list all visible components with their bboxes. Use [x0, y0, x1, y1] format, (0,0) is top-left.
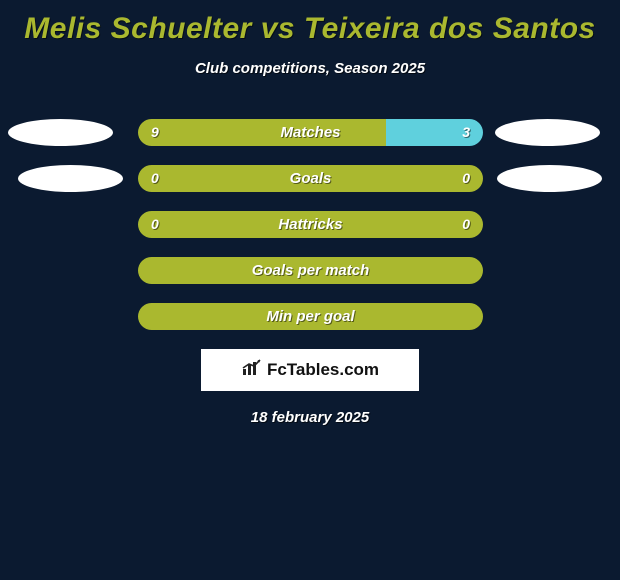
value-right: 0	[462, 165, 470, 192]
comparison-rows: 93Matches00Goals00HattricksGoals per mat…	[0, 119, 620, 330]
date-text: 18 february 2025	[0, 409, 620, 426]
logo-box: FcTables.com	[201, 349, 419, 391]
comparison-row: Goals per match	[0, 257, 620, 284]
logo-text: FcTables.com	[267, 360, 379, 380]
bar-track: Min per goal	[138, 303, 483, 330]
bar-track: 00Goals	[138, 165, 483, 192]
player-oval-left	[18, 165, 123, 192]
page-title: Melis Schuelter vs Teixeira dos Santos	[0, 0, 620, 46]
comparison-row: 00Goals	[0, 165, 620, 192]
bar-neutral	[138, 257, 483, 284]
chart-icon	[241, 359, 263, 382]
bar-left-segment	[138, 165, 483, 192]
player-oval-left	[8, 119, 113, 146]
bar-track: 93Matches	[138, 119, 483, 146]
comparison-row: 00Hattricks	[0, 211, 620, 238]
comparison-row: 93Matches	[0, 119, 620, 146]
bar-track: Goals per match	[138, 257, 483, 284]
value-left: 0	[151, 211, 159, 238]
value-right: 0	[462, 211, 470, 238]
bar-left-segment	[138, 119, 386, 146]
bar-track: 00Hattricks	[138, 211, 483, 238]
bar-neutral	[138, 303, 483, 330]
bar-left-segment	[138, 211, 483, 238]
value-right: 3	[462, 119, 470, 146]
value-left: 9	[151, 119, 159, 146]
subtitle: Club competitions, Season 2025	[0, 60, 620, 77]
value-left: 0	[151, 165, 159, 192]
comparison-row: Min per goal	[0, 303, 620, 330]
player-oval-right	[497, 165, 602, 192]
player-oval-right	[495, 119, 600, 146]
